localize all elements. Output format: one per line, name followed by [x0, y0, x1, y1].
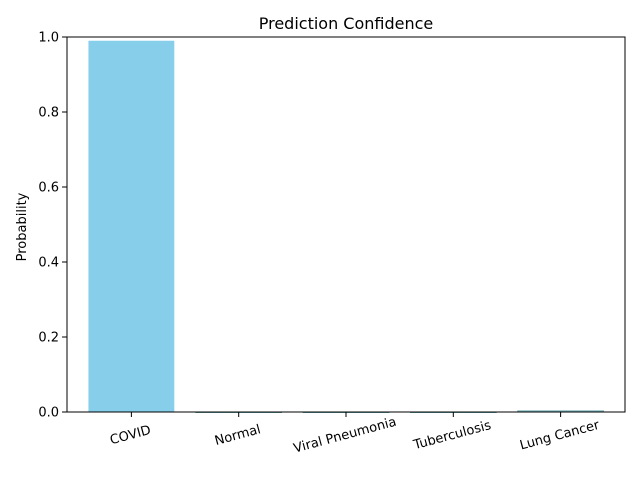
bar-covid	[88, 40, 175, 412]
y-tick-label: 0.2	[38, 331, 59, 346]
y-axis-ticks: 0.0 0.2 0.4 0.6 0.8 1.0	[38, 31, 67, 421]
chart-title: Prediction Confidence	[259, 14, 434, 33]
y-tick-label: 0.8	[38, 106, 59, 121]
plot-frame	[66, 36, 626, 413]
y-tick-label: 1.0	[38, 31, 59, 46]
y-tick-label: 0.6	[38, 181, 59, 196]
y-tick-label: 0.0	[38, 406, 59, 421]
y-axis-label: Probability	[15, 192, 30, 261]
y-tick-label: 0.4	[38, 256, 59, 271]
